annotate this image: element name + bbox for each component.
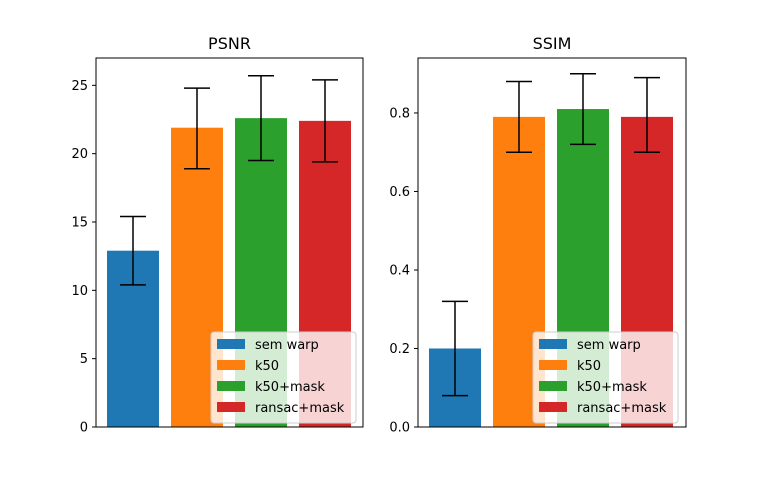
legend-entry: ransac+mask bbox=[539, 401, 667, 416]
y-tick-label: 15 bbox=[71, 216, 88, 231]
legend-entry: k50+mask bbox=[217, 380, 325, 395]
error-bar bbox=[248, 75, 274, 162]
y-tick-label: 0.6 bbox=[389, 185, 410, 200]
error-bar bbox=[634, 76, 660, 153]
error-bar bbox=[312, 79, 338, 163]
legend-label: sem warp bbox=[577, 338, 641, 353]
chart-title: SSIM bbox=[533, 34, 572, 53]
y-tick-label: 10 bbox=[71, 284, 88, 299]
error-bar bbox=[442, 300, 468, 397]
y-tick-label: 5 bbox=[80, 352, 88, 367]
ssim-panel: 0.0 0.2 0.4 0.6 0.8 SSIM sem warp k50 k50+mask ra… bbox=[389, 34, 687, 436]
legend-label: sem warp bbox=[255, 338, 319, 353]
psnr-panel: 0 5 10 15 20 25 PSNR sem warp k50 k50+mask ransac+… bbox=[71, 34, 364, 436]
legend-swatch bbox=[539, 360, 567, 370]
axes-frame bbox=[417, 57, 687, 428]
error-bar bbox=[506, 80, 532, 153]
chart-title: PSNR bbox=[208, 34, 251, 53]
y-tick-label: 0.2 bbox=[389, 342, 410, 357]
legend-box bbox=[210, 331, 357, 424]
error-bar bbox=[120, 215, 146, 286]
legend: sem warp k50 k50+mask ransac+mask bbox=[532, 331, 679, 424]
legend-entry: ransac+mask bbox=[217, 401, 345, 416]
legend-label: k50+mask bbox=[577, 380, 647, 395]
legend-entry: k50 bbox=[539, 359, 601, 374]
legend-entry: sem warp bbox=[539, 338, 641, 353]
error-bar bbox=[570, 72, 596, 146]
y-tick-label: 25 bbox=[71, 79, 88, 94]
legend-swatch bbox=[217, 339, 245, 349]
legend-label: ransac+mask bbox=[577, 401, 667, 416]
y-tick-label: 0 bbox=[80, 421, 88, 436]
legend-entry: sem warp bbox=[217, 338, 319, 353]
y-tick-label: 0.8 bbox=[389, 106, 410, 121]
legend-entry: k50 bbox=[217, 359, 279, 374]
legend-box bbox=[532, 331, 679, 424]
legend-entry: k50+mask bbox=[539, 380, 647, 395]
y-tick-label: 0.4 bbox=[389, 263, 410, 278]
error-bar bbox=[184, 87, 210, 170]
legend-swatch bbox=[217, 402, 245, 412]
legend-swatch bbox=[539, 381, 567, 391]
axes-frame bbox=[95, 57, 364, 428]
y-tick-label: 20 bbox=[71, 147, 88, 162]
legend-swatch bbox=[217, 381, 245, 391]
legend-swatch bbox=[217, 360, 245, 370]
legend-label: k50+mask bbox=[255, 380, 325, 395]
y-tick-label: 0.0 bbox=[389, 421, 410, 436]
legend-swatch bbox=[539, 339, 567, 349]
legend-label: ransac+mask bbox=[255, 401, 345, 416]
legend-swatch bbox=[539, 402, 567, 412]
legend-label: k50 bbox=[577, 359, 601, 374]
legend: sem warp k50 k50+mask ransac+mask bbox=[210, 331, 357, 424]
legend-label: k50 bbox=[255, 359, 279, 374]
